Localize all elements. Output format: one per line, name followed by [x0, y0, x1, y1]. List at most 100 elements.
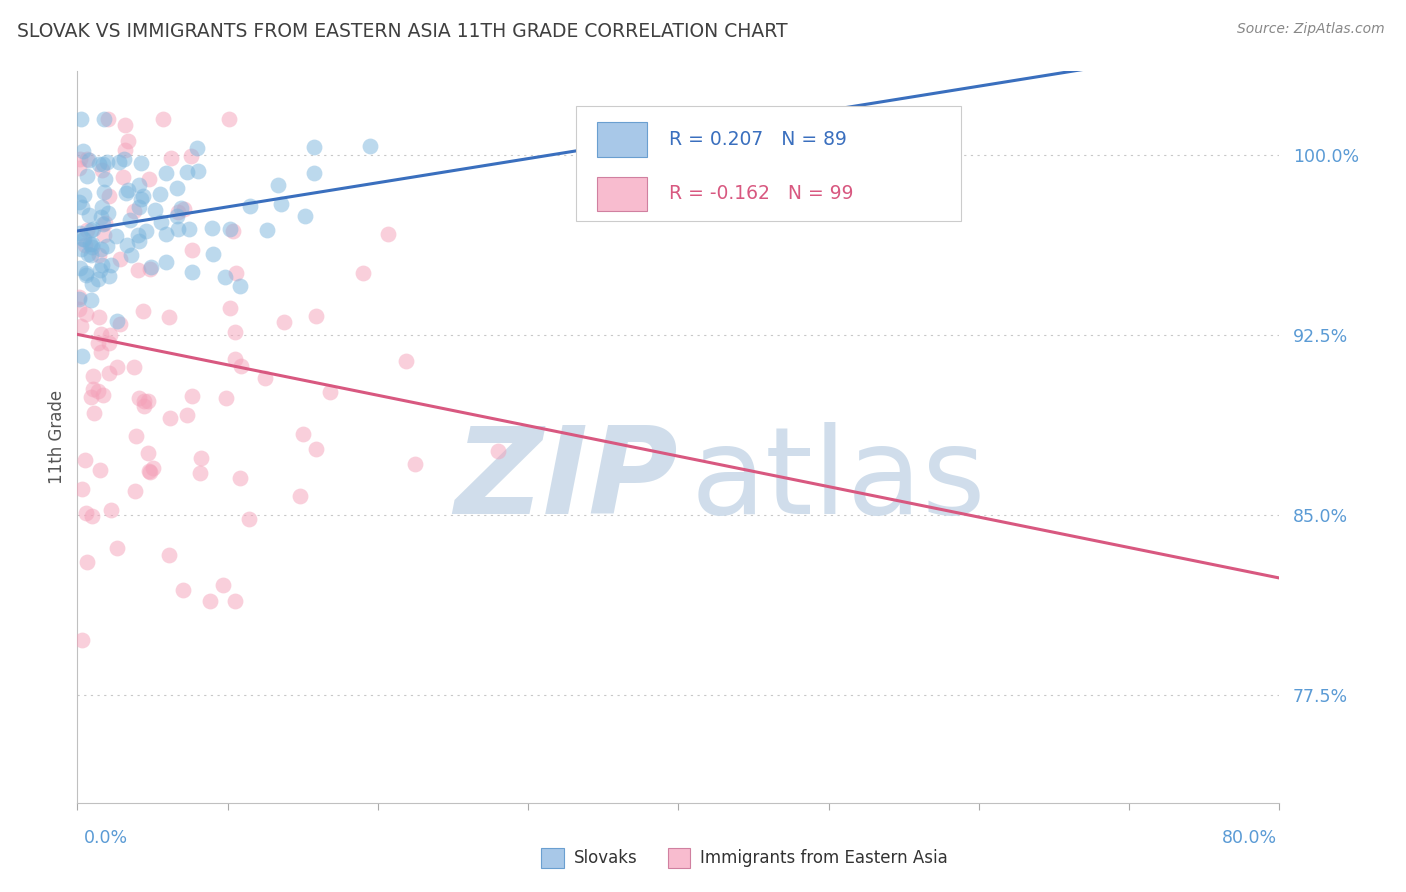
Point [267, 178, 290, 192]
Text: Slovaks: Slovaks [574, 848, 637, 866]
Point [82, 237, 104, 252]
Point [128, 200, 150, 214]
Point [90, 345, 112, 359]
Point [80, 248, 103, 262]
Point [253, 371, 276, 385]
Point [67, 290, 90, 304]
Point [108, 252, 131, 266]
Point [222, 224, 245, 238]
Point [86, 272, 108, 286]
Point [80, 223, 103, 237]
Point [292, 427, 315, 442]
Point [122, 360, 145, 375]
Point [172, 582, 194, 597]
Point [166, 180, 188, 194]
Point [218, 221, 240, 235]
Point [108, 318, 131, 332]
Point [105, 314, 128, 328]
Point [190, 466, 212, 480]
Point [132, 189, 155, 203]
Point [270, 197, 292, 211]
Point [122, 204, 145, 219]
Point [82, 368, 104, 383]
Point [228, 278, 250, 293]
Point [129, 155, 152, 169]
Point [177, 221, 200, 235]
Point [77, 153, 100, 168]
Point [187, 164, 209, 178]
Point [115, 238, 138, 252]
Point [82, 508, 104, 523]
Point [125, 428, 148, 442]
Y-axis label: 11th Grade: 11th Grade [48, 390, 66, 484]
Point [94, 216, 117, 230]
Point [72, 145, 94, 159]
Point [98, 367, 121, 381]
Point [76, 247, 98, 261]
Point [167, 204, 190, 219]
Point [173, 202, 195, 216]
Point [157, 548, 180, 562]
Point [124, 483, 146, 498]
Point [69, 242, 91, 256]
Point [273, 315, 295, 329]
Point [149, 215, 172, 229]
Point [111, 169, 134, 184]
Point [127, 263, 149, 277]
Point [359, 139, 381, 153]
Point [89, 263, 111, 277]
Point [73, 232, 96, 246]
Point [91, 388, 114, 402]
Point [91, 157, 114, 171]
Point [155, 166, 177, 180]
Point [97, 112, 120, 127]
Point [134, 393, 156, 408]
Point [70, 482, 93, 496]
Point [305, 309, 328, 323]
Point [201, 221, 224, 235]
Point [302, 140, 325, 154]
Point [155, 227, 177, 241]
Point [96, 155, 118, 169]
Point [70, 200, 93, 214]
Point [138, 171, 160, 186]
Point [105, 541, 128, 555]
Point [134, 399, 156, 413]
Point [159, 410, 181, 425]
Point [404, 457, 426, 471]
Point [176, 408, 198, 422]
Point [180, 149, 202, 163]
Point [112, 153, 135, 167]
Point [72, 188, 94, 202]
Point [82, 240, 104, 254]
Point [215, 391, 238, 405]
Point [170, 201, 193, 215]
Point [80, 277, 103, 291]
Point [93, 172, 115, 186]
Bar [596, 122, 647, 157]
Point [93, 112, 115, 127]
Point [224, 326, 246, 340]
Point [91, 217, 114, 231]
Point [131, 192, 153, 206]
Text: Immigrants from Eastern Asia: Immigrants from Eastern Asia [700, 848, 948, 866]
Point [176, 165, 198, 179]
Point [128, 178, 150, 193]
Point [149, 187, 172, 202]
Point [224, 351, 246, 366]
Point [319, 384, 342, 399]
Point [90, 210, 112, 224]
Point [180, 265, 202, 279]
Point [211, 578, 233, 592]
Point [70, 112, 93, 127]
Point [139, 261, 162, 276]
Point [117, 183, 139, 197]
Point [76, 169, 98, 184]
Point [98, 327, 121, 342]
Point [69, 152, 91, 166]
Point [105, 359, 128, 374]
Point [294, 209, 316, 223]
Point [80, 293, 103, 308]
Point [180, 389, 202, 403]
Point [117, 134, 139, 148]
